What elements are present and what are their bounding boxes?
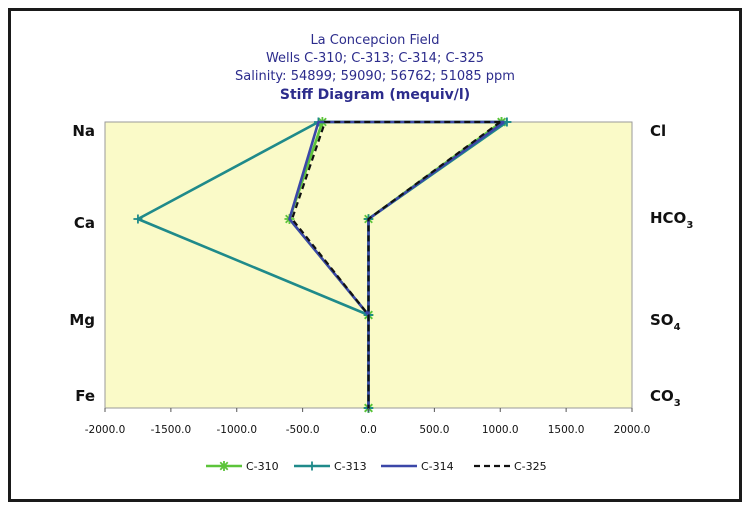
left-ion-label: Na	[72, 122, 95, 140]
ion-subscript: 3	[674, 398, 681, 409]
x-tick-label: 500.0	[419, 424, 449, 436]
chart-title-line-2: Wells C-310; C-313; C-314; C-325	[266, 51, 484, 66]
right-ion-label: Cl	[650, 122, 666, 140]
x-tick-label: 0.0	[360, 424, 377, 436]
x-tick-label: -500.0	[286, 424, 320, 436]
series-C-314	[288, 120, 505, 410]
ion-subscript: 4	[674, 322, 681, 333]
chart-title-line-1: La Concepcion Field	[310, 33, 439, 48]
series-C-325	[290, 120, 501, 410]
ion-subscript: 3	[686, 220, 693, 231]
x-axis: -2000.0 -1500.0 -1000.0 -500.0 0.0 500.0 1000.…	[85, 408, 651, 436]
left-ion-label: Ca	[74, 214, 95, 232]
x-tick-label: -1500.0	[151, 424, 192, 436]
chart-titles: La Concepcion Field Wells C-310; C-313; …	[235, 33, 515, 103]
x-tick-label: 1000.0	[482, 424, 519, 436]
series-line	[290, 120, 501, 410]
ion-labels: Na Ca Mg Fe Cl HCO3 SO4 CO3	[69, 122, 693, 409]
series-layer	[133, 117, 512, 413]
legend-label: C-310	[246, 460, 279, 473]
right-ion-label: HCO3	[650, 209, 693, 231]
left-ion-label: Fe	[75, 387, 95, 405]
left-ion-label: Mg	[69, 311, 95, 329]
series-line	[288, 120, 505, 410]
right-ion-label: CO3	[650, 387, 681, 409]
legend-label: C-313	[334, 460, 367, 473]
series-marker	[219, 461, 229, 471]
x-tick-label: 1500.0	[548, 424, 585, 436]
x-tick-label: -2000.0	[85, 424, 126, 436]
legend-label: C-325	[514, 460, 547, 473]
legend-label: C-314	[421, 460, 454, 473]
chart-title-line-3: Salinity: 54899; 59090; 56762; 51085 ppm	[235, 69, 515, 84]
legend: C-310 C-313 C-314 C-325	[206, 460, 547, 473]
x-tick-label: 2000.0	[614, 424, 651, 436]
chart-title-bold: Stiff Diagram (mequiv/l)	[280, 87, 470, 103]
right-ion-label: SO4	[650, 311, 681, 333]
x-tick-label: -1000.0	[216, 424, 257, 436]
